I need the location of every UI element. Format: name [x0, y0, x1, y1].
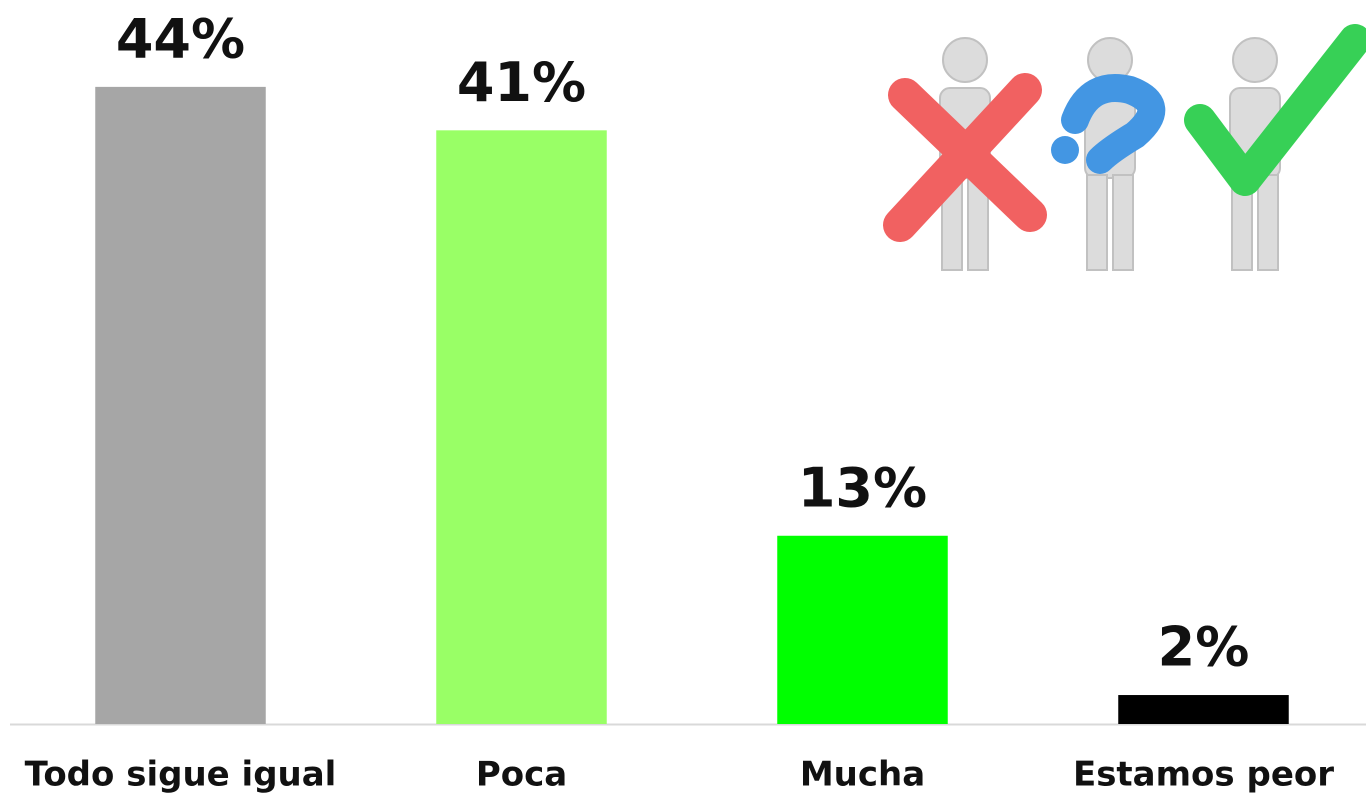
bar: [95, 86, 266, 724]
value-label: 41%: [457, 51, 586, 114]
x-tick-label: Todo sigue igual: [25, 755, 337, 794]
bar: [1118, 695, 1289, 724]
value-label: 2%: [1158, 616, 1250, 679]
value-label: 13%: [798, 456, 927, 519]
value-label: 44%: [116, 8, 245, 71]
x-tick-label: Poca: [476, 755, 567, 794]
bar: [436, 130, 607, 724]
decorative-icon: [883, 24, 1366, 271]
bar: [777, 535, 948, 724]
x-tick-label: Mucha: [800, 755, 925, 794]
x-tick-label: Estamos peor: [1073, 755, 1334, 794]
